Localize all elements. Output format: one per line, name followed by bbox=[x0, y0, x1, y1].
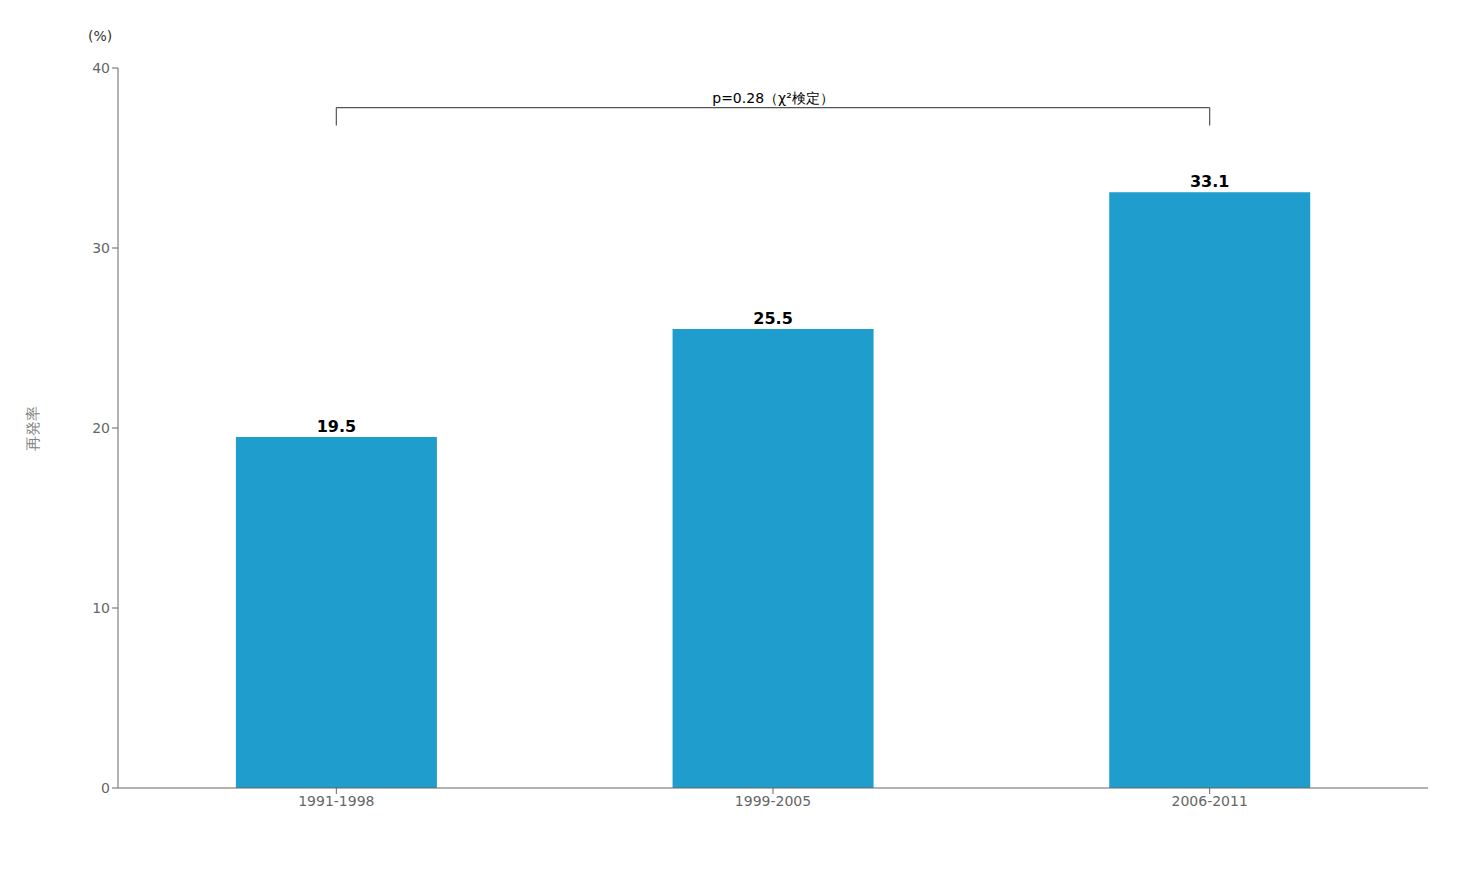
svg-text:25.5: 25.5 bbox=[753, 309, 792, 328]
svg-text:0: 0 bbox=[101, 780, 110, 796]
svg-text:30: 30 bbox=[92, 240, 110, 256]
svg-text:1991-1998: 1991-1998 bbox=[298, 793, 374, 809]
svg-text:2006-2011: 2006-2011 bbox=[1172, 793, 1248, 809]
svg-text:40: 40 bbox=[92, 60, 110, 76]
svg-text:33.1: 33.1 bbox=[1190, 172, 1229, 191]
svg-text:1999-2005: 1999-2005 bbox=[735, 793, 811, 809]
svg-text:20: 20 bbox=[92, 420, 110, 436]
svg-text:再発率: 再発率 bbox=[24, 406, 42, 451]
svg-text:19.5: 19.5 bbox=[317, 417, 356, 436]
svg-text:10: 10 bbox=[92, 600, 110, 616]
svg-text:p=0.28（χ²検定）: p=0.28（χ²検定） bbox=[712, 90, 834, 106]
